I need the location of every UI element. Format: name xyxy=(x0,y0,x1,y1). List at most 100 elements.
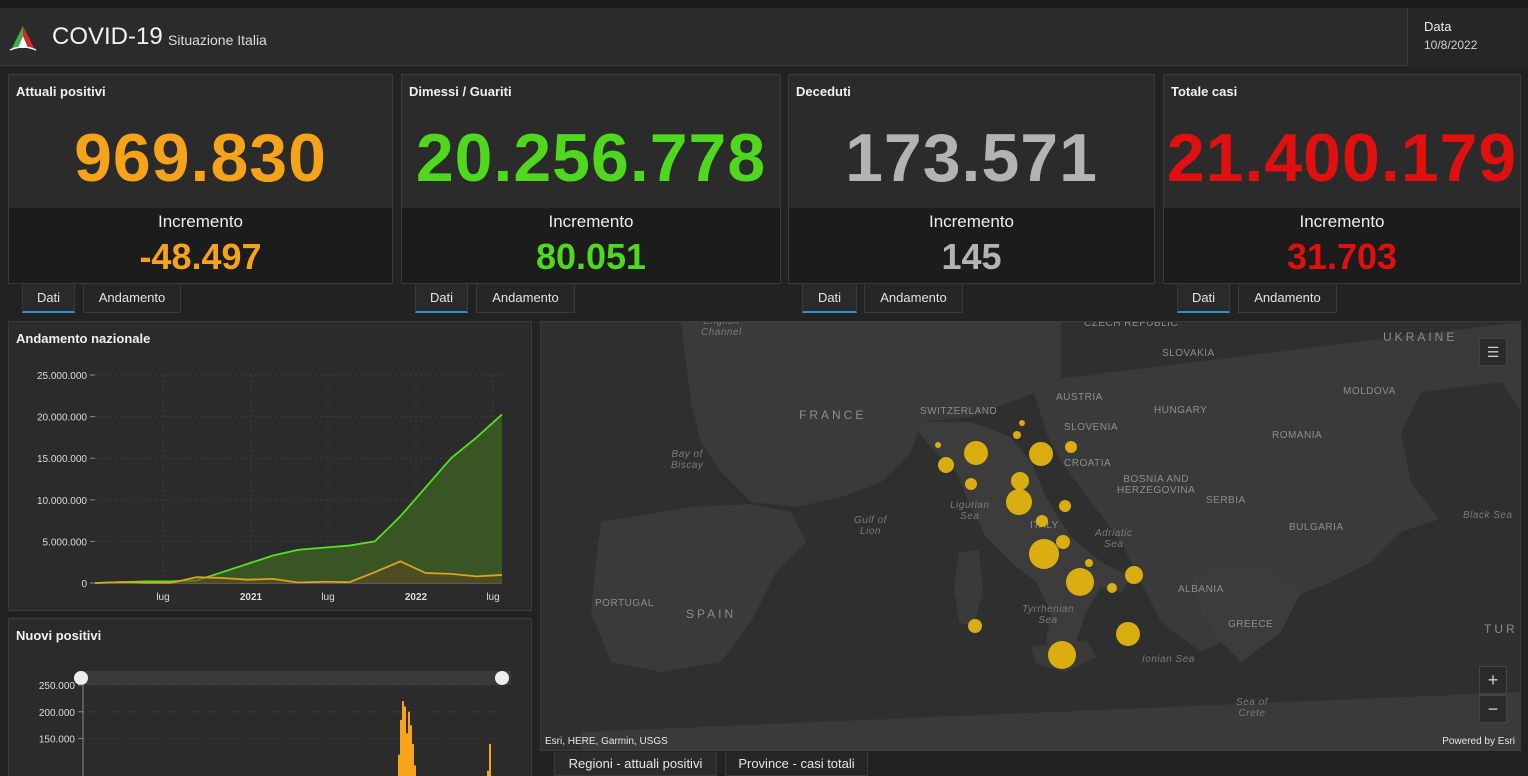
region-bubble[interactable] xyxy=(1065,441,1077,453)
europe-basemap[interactable] xyxy=(541,322,1521,751)
range-handle-left[interactable] xyxy=(74,671,88,685)
card-increment: Incremento 31.703 xyxy=(1164,208,1520,283)
zoom-in-button[interactable]: + xyxy=(1479,666,1507,694)
bar xyxy=(400,719,402,776)
map-label: FRANCE xyxy=(799,408,867,422)
region-bubble[interactable] xyxy=(1036,515,1048,527)
western-europe-land xyxy=(681,322,1061,507)
region-bubble[interactable] xyxy=(968,619,982,633)
region-bubble[interactable] xyxy=(1029,539,1059,569)
bar xyxy=(410,725,412,776)
series-line-orange xyxy=(94,560,503,584)
map-label: Bay of Biscay xyxy=(671,449,704,471)
tab-dati-guariti[interactable]: Dati xyxy=(415,284,468,313)
region-bubble[interactable] xyxy=(1029,442,1053,466)
date-box: Data 10/8/2022 xyxy=(1407,8,1528,66)
region-bubble[interactable] xyxy=(1013,431,1021,439)
map-label: CROATIA xyxy=(1064,458,1112,469)
map-label: TUR xyxy=(1484,622,1518,636)
increment-label: Incremento xyxy=(928,212,1015,231)
tab-andamento-deceduti[interactable]: Andamento xyxy=(864,284,963,313)
map-label: SLOVENIA xyxy=(1064,422,1119,433)
map-label: PORTUGAL xyxy=(595,598,654,609)
region-bubble[interactable] xyxy=(1019,420,1025,426)
region-bubble[interactable] xyxy=(1066,568,1094,596)
map-label: Adriatic Sea xyxy=(1095,528,1133,550)
card-increment: Incremento 80.051 xyxy=(402,208,780,283)
tab-dati-deceduti[interactable]: Dati xyxy=(802,284,857,313)
bar xyxy=(487,770,489,776)
x-tick-label: lug xyxy=(156,592,169,603)
map-view[interactable]: English Channel CZECH REPUBLIC UKRAINE SLOVA… xyxy=(540,321,1521,751)
card-increment: Incremento 145 xyxy=(789,208,1154,283)
tab-dati-totale[interactable]: Dati xyxy=(1177,284,1230,313)
card-value: 969.830 xyxy=(74,120,327,196)
iberia-land xyxy=(591,504,806,672)
region-bubble[interactable] xyxy=(938,457,954,473)
card-value: 173.571 xyxy=(845,120,1098,196)
app-header: COVID-19 Situazione Italia Data 10/8/202… xyxy=(0,8,1528,66)
region-bubble[interactable] xyxy=(965,478,977,490)
card-totale-casi: Totale casi 21.400.179 Incremento 31.703 xyxy=(1163,74,1521,284)
x-tick-label: 2022 xyxy=(405,592,428,603)
panel-title: Andamento nazionale xyxy=(16,331,151,346)
card-value: 21.400.179 xyxy=(1166,120,1518,196)
bar xyxy=(402,701,404,776)
map-label: SWITZERLAND xyxy=(920,406,998,417)
map-label: Ionian Sea xyxy=(1142,654,1195,665)
tab-dati-attuali[interactable]: Dati xyxy=(22,284,75,313)
region-bubble[interactable] xyxy=(1056,535,1070,549)
increment-value: -48.497 xyxy=(139,236,262,277)
tab-andamento-totale[interactable]: Andamento xyxy=(1238,284,1337,313)
y-tick-label: 0 xyxy=(81,579,87,590)
region-bubble[interactable] xyxy=(1011,472,1029,490)
region-bubble[interactable] xyxy=(935,442,941,448)
map-attribution: Esri, HERE, Garmin, USGS xyxy=(545,736,668,747)
tab-andamento-guariti[interactable]: Andamento xyxy=(476,284,575,313)
region-bubble[interactable] xyxy=(1048,641,1076,669)
region-bubble[interactable] xyxy=(1085,559,1093,567)
bar xyxy=(408,711,410,776)
y-tick-label: 5.000.000 xyxy=(43,537,88,548)
map-label: Sea of Crete xyxy=(1236,697,1268,719)
tab-regioni-attuali-positivi[interactable]: Regioni - attuali positivi xyxy=(554,752,717,776)
map-label: HUNGARY xyxy=(1154,405,1208,416)
region-bubble[interactable] xyxy=(1059,500,1071,512)
bar xyxy=(412,743,414,776)
map-label: ALBANIA xyxy=(1178,584,1224,595)
map-label: MOLDOVA xyxy=(1343,386,1396,397)
sardinia-land xyxy=(954,550,983,627)
map-label: Gulf of Lion xyxy=(854,515,887,537)
nuovi-positivi-panel: Nuovi positivi 250.000 200.000 150.000 xyxy=(8,618,532,776)
region-bubble[interactable] xyxy=(1107,583,1117,593)
bar xyxy=(414,765,416,776)
zoom-out-button[interactable]: − xyxy=(1479,695,1507,723)
card-title: Dimessi / Guariti xyxy=(409,84,512,99)
y-tick-label: 25.000.000 xyxy=(37,371,87,382)
range-slider-track[interactable] xyxy=(81,671,511,685)
card-title: Deceduti xyxy=(796,84,851,99)
date-label: Data xyxy=(1424,19,1452,34)
map-label: BULGARIA xyxy=(1289,522,1344,533)
plus-icon: + xyxy=(1487,670,1499,690)
map-label: Black Sea xyxy=(1463,510,1513,521)
map-label: Tyrrhenian Sea xyxy=(1022,604,1075,626)
region-bubble[interactable] xyxy=(1125,566,1143,584)
y-tick-label: 20.000.000 xyxy=(37,413,87,424)
powered-by-esri[interactable]: Powered by Esri xyxy=(1442,736,1515,747)
tab-andamento-attuali[interactable]: Andamento xyxy=(83,284,181,313)
range-handle-right[interactable] xyxy=(495,671,509,685)
region-bubble[interactable] xyxy=(1116,622,1140,646)
map-label: BOSNIA AND HERZEGOVINA xyxy=(1117,474,1196,496)
increment-label: Incremento xyxy=(157,212,244,231)
bar xyxy=(398,754,400,776)
tab-province-casi-totali[interactable]: Province - casi totali xyxy=(725,752,868,776)
north-africa-land xyxy=(581,692,1520,750)
map-label: SERBIA xyxy=(1206,495,1246,506)
region-bubble[interactable] xyxy=(964,441,988,465)
legend-button[interactable]: ☰ xyxy=(1479,338,1507,366)
region-bubble[interactable] xyxy=(1006,489,1032,515)
y-tick-label: 15.000.000 xyxy=(37,454,87,465)
card-dimessi-guariti: Dimessi / Guariti 20.256.778 Incremento … xyxy=(401,74,781,284)
card-attuali-positivi: Attuali positivi 969.830 Incremento -48.… xyxy=(8,74,393,284)
